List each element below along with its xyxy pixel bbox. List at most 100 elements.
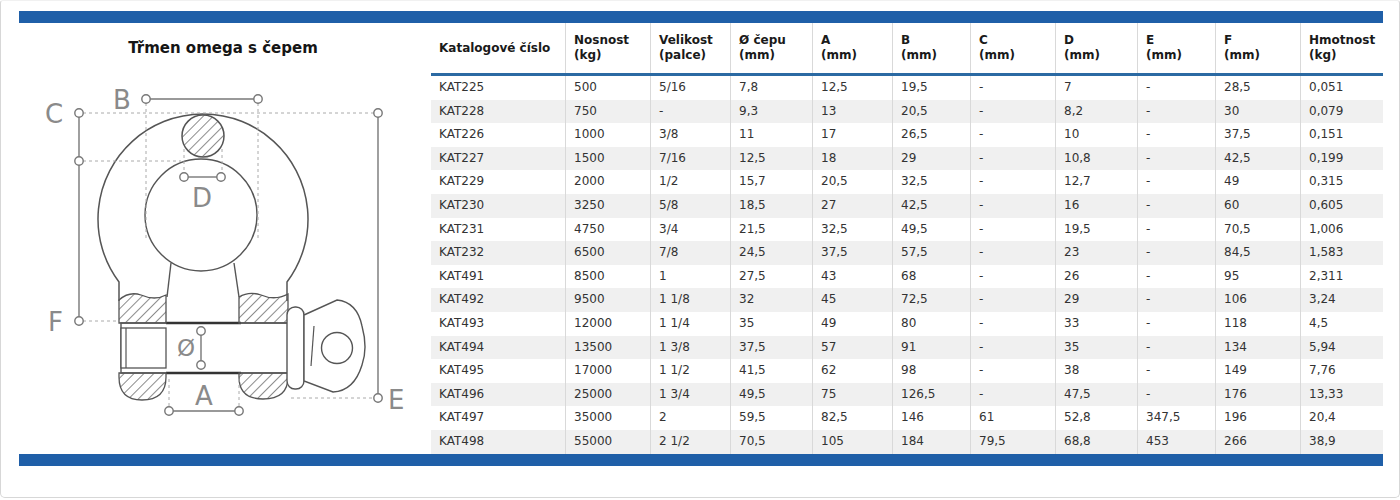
value-cell: 45 [813, 288, 893, 312]
value-cell: 59,5 [731, 406, 813, 430]
catalog-number-cell: KAT230 [431, 194, 566, 218]
value-cell: 10,8 [1056, 147, 1138, 171]
column-header-5: A(mm) [813, 23, 893, 73]
bow-cross-section-hatched [182, 115, 224, 157]
table-row: KAT498550002 1/270,510518479,568,8453266… [431, 430, 1383, 454]
value-cell: 35 [1056, 336, 1138, 360]
value-cell: 10 [1056, 123, 1138, 147]
value-cell: 0,079 [1301, 100, 1383, 124]
value-cell: 453 [1138, 430, 1216, 454]
value-cell: 176 [1216, 383, 1301, 407]
value-cell: 95 [1216, 265, 1301, 289]
value-cell: 32,5 [893, 170, 971, 194]
value-cell: 134 [1216, 336, 1301, 360]
value-cell: 37,5 [813, 241, 893, 265]
table-row: KAT22610003/8111726,5-10-37,50,151 [431, 123, 1383, 147]
value-cell: 27 [813, 194, 893, 218]
value-cell: - [1138, 288, 1216, 312]
table-header-row: Katalogové čísloNosnost(kg)Velikost(palc… [431, 23, 1383, 73]
value-cell: 38 [1056, 359, 1138, 383]
value-cell: - [1138, 218, 1216, 242]
value-cell: 84,5 [1216, 241, 1301, 265]
table-row: KAT49295001 1/8324572,5-29-1063,24 [431, 288, 1383, 312]
value-cell: 37,5 [731, 336, 813, 360]
value-cell: 1 3/4 [651, 383, 731, 407]
value-cell: 0,151 [1301, 123, 1383, 147]
value-cell: 500 [566, 76, 651, 100]
value-cell: 1 [651, 265, 731, 289]
table-row: KAT228750-9,31320,5-8,2-300,079 [431, 100, 1383, 124]
value-cell: 30 [1216, 100, 1301, 124]
value-cell: - [1138, 312, 1216, 336]
value-cell: 118 [1216, 312, 1301, 336]
right-lug-hatch-bottom [239, 373, 288, 399]
value-cell: - [1138, 76, 1216, 100]
table-row: KAT4918500127,54368-26-952,311 [431, 265, 1383, 289]
value-cell: 2,311 [1301, 265, 1383, 289]
leg-inner-left [167, 263, 171, 297]
value-cell: 35 [731, 312, 813, 336]
value-cell: 1/2 [651, 170, 731, 194]
value-cell: 16 [1056, 194, 1138, 218]
catalog-number-cell: KAT495 [431, 359, 566, 383]
value-cell: 38,9 [1301, 430, 1383, 454]
table-row: KAT495170001 1/241,56298-38-1497,76 [431, 359, 1383, 383]
value-cell: 1 3/8 [651, 336, 731, 360]
value-cell: 70,5 [1216, 218, 1301, 242]
value-cell: 4,5 [1301, 312, 1383, 336]
value-cell: 4750 [566, 218, 651, 242]
table-row: KAT22715007/1612,51829-10,8-42,50,199 [431, 147, 1383, 171]
value-cell: 13500 [566, 336, 651, 360]
value-cell: - [971, 312, 1056, 336]
value-cell: 21,5 [731, 218, 813, 242]
value-cell: 11 [731, 123, 813, 147]
column-header-8: D(mm) [1056, 23, 1138, 73]
column-header-9: E(mm) [1138, 23, 1216, 73]
value-cell: 8,2 [1056, 100, 1138, 124]
catalog-number-cell: KAT232 [431, 241, 566, 265]
dimension-label-f: F [48, 307, 63, 337]
bow-inner-opening [145, 159, 257, 271]
value-cell: 24,5 [731, 241, 813, 265]
value-cell: 49 [1216, 170, 1301, 194]
value-cell: 3/4 [651, 218, 731, 242]
value-cell: 196 [1216, 406, 1301, 430]
value-cell: - [971, 241, 1056, 265]
dimension-label-diameter: Ø [177, 335, 195, 361]
value-cell: 70,5 [731, 430, 813, 454]
value-cell: 33 [1056, 312, 1138, 336]
pin-threaded-end [121, 328, 166, 368]
value-cell: - [651, 100, 731, 124]
value-cell: - [971, 170, 1056, 194]
value-cell: 79,5 [971, 430, 1056, 454]
catalog-number-cell: KAT227 [431, 147, 566, 171]
column-header-10: F(mm) [1216, 23, 1301, 73]
value-cell: 17000 [566, 359, 651, 383]
leg-inner-right [234, 263, 239, 297]
catalog-number-cell: KAT492 [431, 288, 566, 312]
value-cell: 0,315 [1301, 170, 1383, 194]
value-cell: 72,5 [893, 288, 971, 312]
right-lug-hatch-top [239, 293, 288, 323]
value-cell: 27,5 [731, 265, 813, 289]
value-cell: 26 [1056, 265, 1138, 289]
value-cell: 42,5 [1216, 147, 1301, 171]
value-cell: 32 [731, 288, 813, 312]
value-cell: 47,5 [1056, 383, 1138, 407]
catalog-number-cell: KAT229 [431, 170, 566, 194]
value-cell: 7/8 [651, 241, 731, 265]
value-cell: 7 [1056, 76, 1138, 100]
catalog-number-cell: KAT491 [431, 265, 566, 289]
catalog-number-cell: KAT228 [431, 100, 566, 124]
catalog-page: Třmen omega s čepem [0, 0, 1400, 498]
catalog-number-cell: KAT497 [431, 406, 566, 430]
value-cell: 29 [893, 147, 971, 171]
value-cell: 12,5 [731, 147, 813, 171]
dimension-label-b: B [113, 85, 131, 115]
value-cell: - [1138, 265, 1216, 289]
value-cell: 347,5 [1138, 406, 1216, 430]
value-cell: 23 [1056, 241, 1138, 265]
table-row: KAT494135001 3/837,55791-35-1345,94 [431, 336, 1383, 360]
value-cell: 43 [813, 265, 893, 289]
table-row: KAT23147503/421,532,549,5-19,5-70,51,006 [431, 218, 1383, 242]
